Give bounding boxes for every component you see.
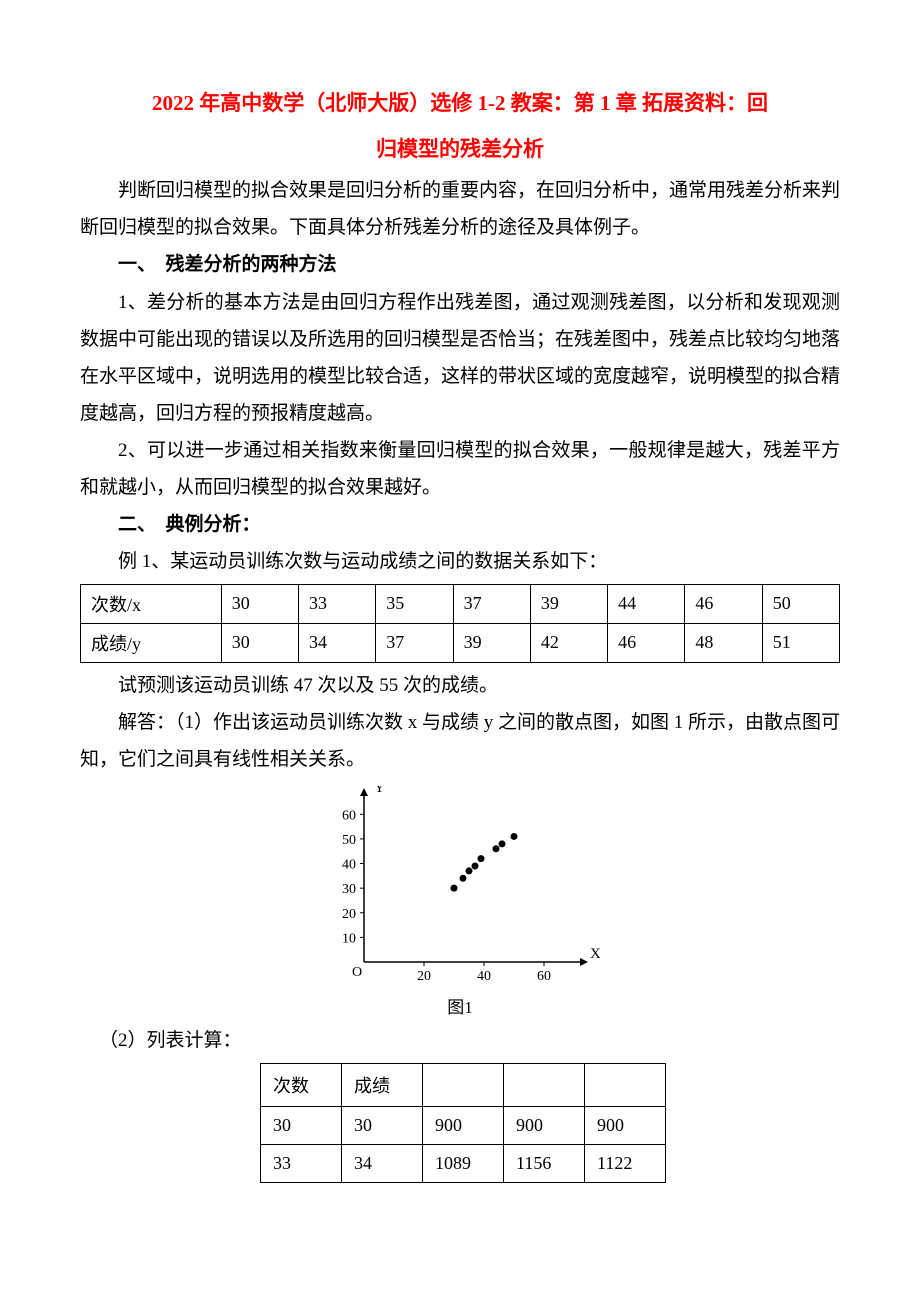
cell: 成绩: [342, 1064, 423, 1107]
cell: 1122: [585, 1145, 666, 1183]
cell: 44: [608, 584, 685, 623]
cell: 51: [762, 623, 839, 662]
svg-text:20: 20: [342, 907, 356, 922]
svg-text:60: 60: [537, 969, 551, 984]
svg-text:40: 40: [342, 858, 356, 873]
cell: [585, 1064, 666, 1107]
cell: 1156: [504, 1145, 585, 1183]
svg-text:O: O: [352, 965, 362, 980]
example-1-intro: 例 1、某运动员训练次数与运动成绩之间的数据关系如下：: [80, 543, 840, 580]
cell: 30: [221, 623, 298, 662]
cell: 46: [608, 623, 685, 662]
cell: 900: [423, 1107, 504, 1145]
cell: 900: [504, 1107, 585, 1145]
predict-line: 试预测该运动员训练 47 次以及 55 次的成绩。: [80, 667, 840, 704]
intro-paragraph: 判断回归模型的拟合效果是回归分析的重要内容，在回归分析中，通常用残差分析来判断回…: [80, 172, 840, 246]
step2-label: （2）列表计算：: [80, 1022, 840, 1059]
cell: 42: [530, 623, 607, 662]
table-row: 次数 成绩: [261, 1064, 666, 1107]
cell: 34: [299, 623, 376, 662]
doc-title-line1: 2022 年高中数学（北师大版）选修 1-2 教案：第 1 章 拓展资料：回: [80, 80, 840, 126]
doc-title-line2: 归模型的残差分析: [80, 126, 840, 172]
scatter-chart: 10 20 30 40 50 60 20 40 60 O Y X 图1: [80, 786, 840, 1018]
cell: 33: [299, 584, 376, 623]
cell: 48: [685, 623, 762, 662]
section-1-heading: 一、 残差分析的两种方法: [80, 246, 840, 283]
scatter-svg: 10 20 30 40 50 60 20 40 60 O Y X: [320, 786, 600, 986]
svg-text:20: 20: [417, 969, 431, 984]
section-2-heading: 二、 典例分析：: [80, 506, 840, 543]
cell: [423, 1064, 504, 1107]
cell: [504, 1064, 585, 1107]
cell: 30: [342, 1107, 423, 1145]
cell: 50: [762, 584, 839, 623]
svg-text:30: 30: [342, 882, 356, 897]
row-label: 成绩/y: [81, 623, 222, 662]
cell: 37: [376, 623, 453, 662]
svg-text:50: 50: [342, 833, 356, 848]
cell: 33: [261, 1145, 342, 1183]
cell: 34: [342, 1145, 423, 1183]
document-page: 2022 年高中数学（北师大版）选修 1-2 教案：第 1 章 拓展资料：回 归…: [0, 0, 920, 1227]
cell: 30: [221, 584, 298, 623]
row-label: 次数/x: [81, 584, 222, 623]
cell: 30: [261, 1107, 342, 1145]
section-1-p2: 2、可以进一步通过相关指数来衡量回归模型的拟合效果，一般规律是越大，残差平方和就…: [80, 432, 840, 506]
calc-table: 次数 成绩 30 30 900 900 900 33 34 1089 1156 …: [260, 1063, 666, 1183]
chart-caption: 图1: [80, 993, 840, 1018]
table-row: 次数/x 30 33 35 37 39 44 46 50: [81, 584, 840, 623]
cell: 35: [376, 584, 453, 623]
cell: 46: [685, 584, 762, 623]
svg-text:Y: Y: [374, 786, 385, 796]
cell: 39: [453, 623, 530, 662]
svg-text:10: 10: [342, 931, 356, 946]
svg-text:X: X: [590, 946, 600, 962]
cell: 39: [530, 584, 607, 623]
cell: 900: [585, 1107, 666, 1145]
solution-p1: 解答：（1）作出该运动员训练次数 x 与成绩 y 之间的散点图，如图 1 所示，…: [80, 704, 840, 778]
svg-text:40: 40: [477, 969, 491, 984]
data-table-xy: 次数/x 30 33 35 37 39 44 46 50 成绩/y 30 34 …: [80, 584, 840, 663]
table-row: 30 30 900 900 900: [261, 1107, 666, 1145]
svg-text:60: 60: [342, 808, 356, 823]
table-row: 33 34 1089 1156 1122: [261, 1145, 666, 1183]
section-1-p1: 1、差分析的基本方法是由回归方程作出残差图，通过观测残差图，以分析和发现观测数据…: [80, 284, 840, 432]
cell: 次数: [261, 1064, 342, 1107]
table-row: 成绩/y 30 34 37 39 42 46 48 51: [81, 623, 840, 662]
cell: 1089: [423, 1145, 504, 1183]
cell: 37: [453, 584, 530, 623]
